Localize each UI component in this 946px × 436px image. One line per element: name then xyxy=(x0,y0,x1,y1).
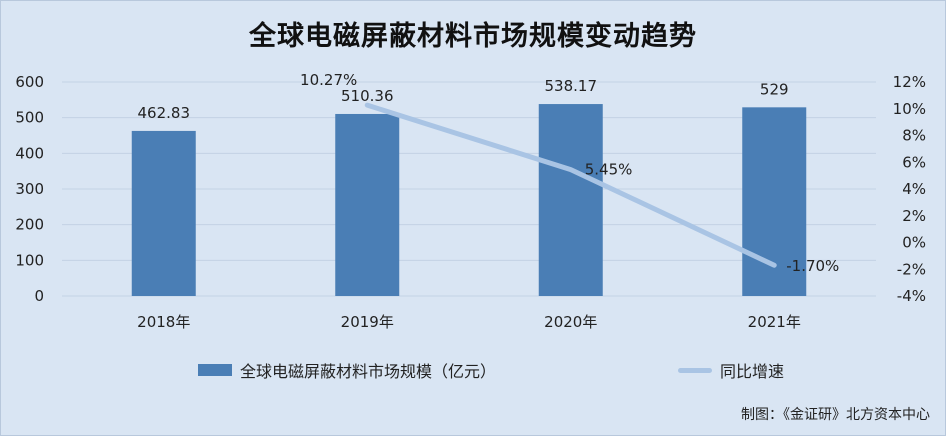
y-left-tick-label: 200 xyxy=(15,216,44,234)
bar xyxy=(131,130,196,296)
legend-item-bar: 全球电磁屏蔽材料市场规模（亿元） xyxy=(198,358,496,382)
line-value-label: 10.27% xyxy=(300,71,357,89)
bar-series xyxy=(131,104,807,296)
x-tick-label: 2021年 xyxy=(748,313,801,331)
chart-title: 全球电磁屏蔽材料市场规模变动趋势 xyxy=(249,21,697,52)
x-tick-label: 2020年 xyxy=(544,313,597,331)
legend-item-line: 同比增速 xyxy=(678,358,784,382)
bar xyxy=(335,113,400,296)
y-right-tick-label: 0% xyxy=(902,234,926,252)
growth-rate-line xyxy=(364,102,777,268)
y-left-tick-label: 300 xyxy=(15,180,44,198)
x-tick-label: 2018年 xyxy=(137,313,190,331)
grid-lines xyxy=(62,81,876,297)
y-right-tick-label: 6% xyxy=(902,153,926,171)
line-series xyxy=(364,102,777,268)
bar-value-label: 538.17 xyxy=(545,77,598,95)
line-value-label: -1.70% xyxy=(786,257,839,275)
bar xyxy=(538,104,603,296)
y-right-tick-label: 8% xyxy=(902,127,926,145)
y-right-tick-label: -4% xyxy=(897,287,926,305)
axis-ticks: 0 100 200 300 400 500 600 -4% -2% 0% 2% 4% 6% 8% 10% 12… xyxy=(15,73,926,331)
legend-swatch-bar xyxy=(198,364,232,376)
y-left-tick-label: 100 xyxy=(15,251,44,269)
legend: 全球电磁屏蔽材料市场规模（亿元） 同比增速 xyxy=(0,358,946,388)
y-right-tick-label: -2% xyxy=(897,260,926,278)
y-right-tick-label: 12% xyxy=(893,73,926,91)
y-left-tick-label: 0 xyxy=(34,287,44,305)
source-note: 制图：《金证研》北方资本中心 xyxy=(741,407,930,423)
y-right-tick-label: 2% xyxy=(902,207,926,225)
y-left-tick-label: 600 xyxy=(15,73,44,91)
bar-value-label: 462.83 xyxy=(138,104,191,122)
legend-label-line: 同比增速 xyxy=(720,362,785,381)
legend-swatch-line xyxy=(678,367,712,373)
bar-value-label: 510.36 xyxy=(341,87,394,105)
x-tick-label: 2019年 xyxy=(341,313,394,331)
data-labels: 462.83 510.36 538.17 529 10.27% 5.45% -1.70% xyxy=(138,71,840,275)
line-value-label: 5.45% xyxy=(585,161,633,179)
y-left-tick-label: 400 xyxy=(15,144,44,162)
y-right-tick-label: 10% xyxy=(893,100,926,118)
bar-value-label: 529 xyxy=(760,80,789,98)
y-right-tick-label: 4% xyxy=(902,180,926,198)
y-left-tick-label: 500 xyxy=(15,109,44,127)
legend-label-bar: 全球电磁屏蔽材料市场规模（亿元） xyxy=(240,362,497,381)
